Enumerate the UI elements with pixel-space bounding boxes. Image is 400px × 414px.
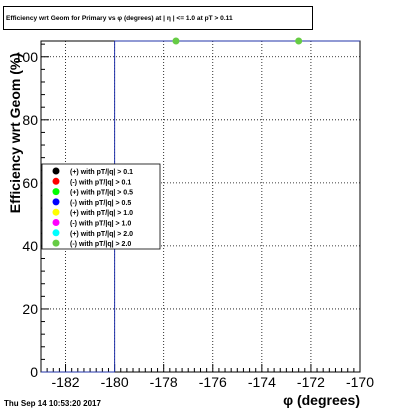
y-tick-label: 40 — [22, 238, 38, 254]
data-point — [172, 37, 180, 45]
legend-marker — [52, 198, 60, 206]
legend-label: (-) with pT/|q| > 1.0 — [70, 221, 131, 228]
chart-title: Efficiency wrt Geom for Primary vs φ (de… — [6, 14, 233, 22]
legend-label: (+) with pT/|q| > 1.0 — [70, 210, 133, 217]
y-tick-label: 20 — [22, 301, 38, 317]
legend-marker — [52, 229, 60, 237]
y-tick-label: 60 — [22, 175, 38, 191]
x-tick-label: -174 — [248, 374, 276, 390]
y-tick-label: 0 — [30, 364, 38, 380]
x-tick-label: -172 — [297, 374, 325, 390]
chart-title-box: Efficiency wrt Geom for Primary vs φ (de… — [3, 6, 313, 30]
data-point — [295, 37, 303, 45]
timestamp: Thu Sep 14 10:53:20 2017 — [4, 399, 101, 408]
legend-label: (+) with pT/|q| > 0.5 — [70, 190, 133, 197]
y-tick-label: 80 — [22, 112, 38, 128]
x-tick-label: -182 — [52, 374, 80, 390]
legend-label: (+) with pT/|q| > 2.0 — [70, 231, 133, 238]
legend-label: (+) with pT/|q| > 0.1 — [70, 169, 133, 176]
legend-marker — [52, 239, 60, 247]
legend-label: (-) with pT/|q| > 0.1 — [70, 179, 131, 186]
legend-marker — [52, 167, 60, 175]
y-tick-label: 100 — [15, 49, 39, 65]
x-tick-label: -180 — [101, 374, 129, 390]
legend-box — [41, 163, 161, 250]
legend-label: (-) with pT/|q| > 2.0 — [70, 241, 131, 248]
legend-marker — [52, 208, 60, 216]
y-axis-label: Efficiency wrt Geom (%) — [7, 53, 23, 213]
x-tick-label: -176 — [199, 374, 227, 390]
legend-marker — [52, 219, 60, 226]
x-tick-label: -170 — [346, 374, 374, 390]
legend-marker — [52, 177, 60, 185]
legend-marker — [52, 188, 60, 196]
x-tick-label: -178 — [150, 374, 178, 390]
x-axis-label: φ (degrees) — [283, 392, 360, 408]
legend-label: (-) with pT/|q| > 0.5 — [70, 200, 131, 207]
